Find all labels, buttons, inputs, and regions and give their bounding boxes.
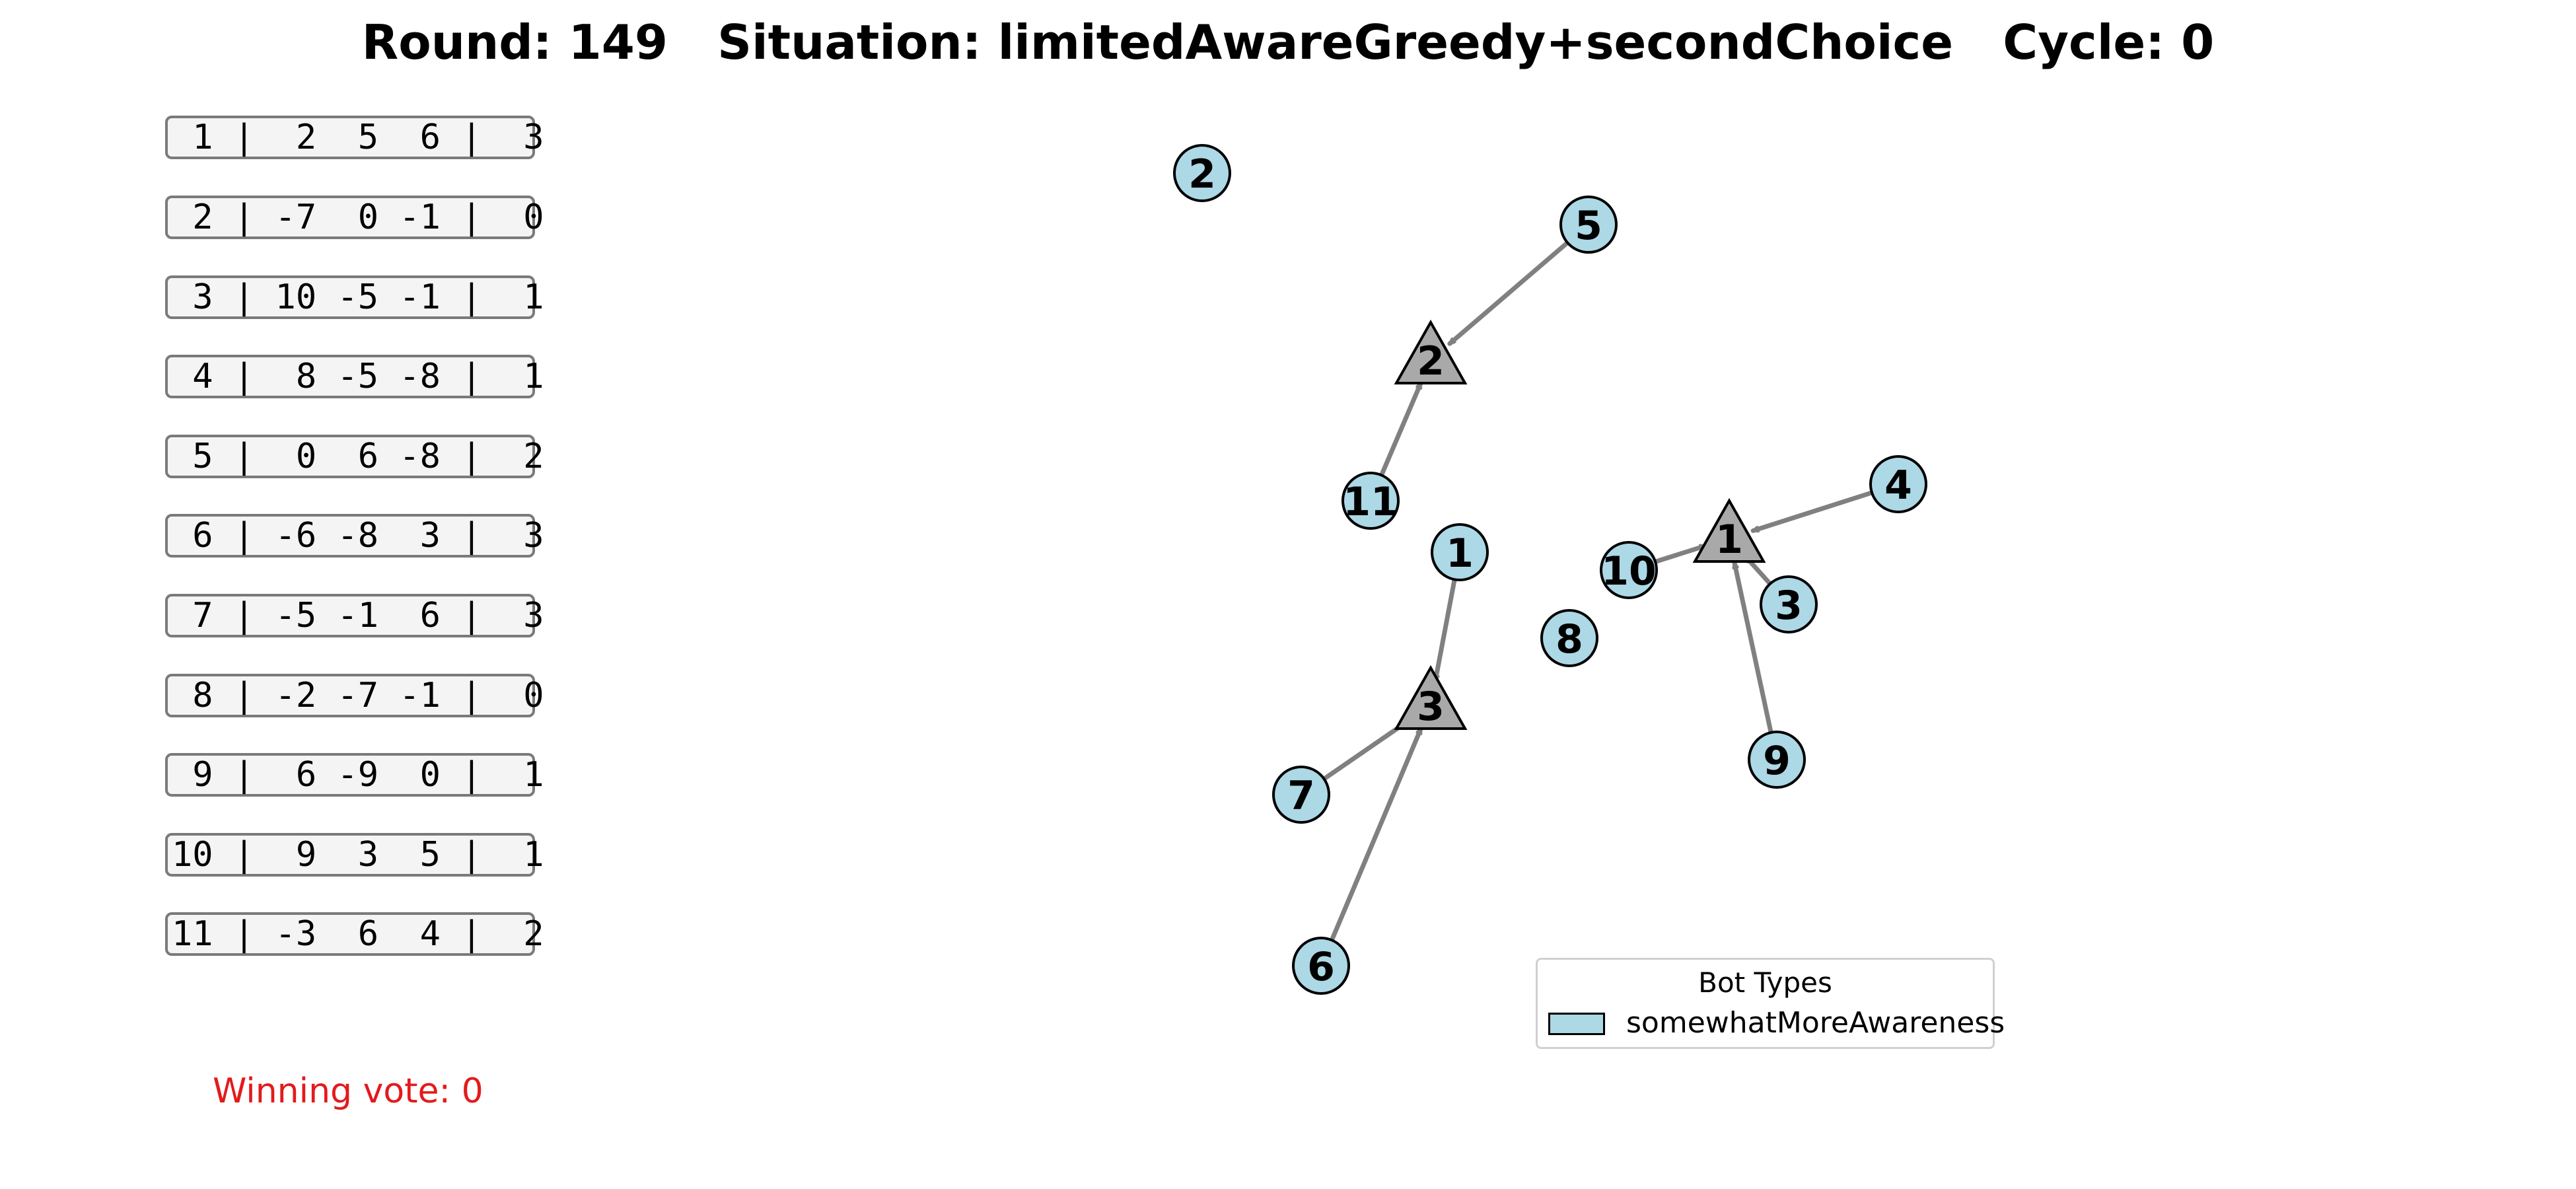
option-triangle	[1692, 497, 1766, 563]
bot-row-text: 1 | 2 5 6 | 3	[172, 118, 544, 157]
option-label: 3	[1417, 684, 1445, 730]
bot-row-2: 2 | -7 0 -1 | 0	[165, 196, 544, 239]
bot-circle	[1559, 196, 1618, 254]
bot-label: 11	[1343, 479, 1398, 525]
bot-node-7: 7	[1272, 766, 1330, 824]
winning-vote: Winning vote: 0	[213, 1071, 483, 1111]
legend-swatch	[1548, 1013, 1605, 1035]
bot-node-1: 1	[1431, 523, 1489, 581]
bot-row-text: 7 | -5 -1 6 | 3	[172, 596, 544, 635]
edge-bot-10-to-option-1	[1653, 543, 1708, 564]
bot-circle	[1272, 766, 1330, 824]
legend-title: Bot Types	[1698, 966, 1832, 999]
bot-row-7: 7 | -5 -1 6 | 3	[165, 594, 544, 637]
option-node-1: 1	[1692, 497, 1766, 563]
bot-circle	[1292, 937, 1350, 995]
bot-row-text: 3 | 10 -5 -1 | 1	[172, 277, 544, 317]
bot-node-8: 8	[1540, 609, 1598, 667]
option-node-3: 3	[1394, 665, 1468, 730]
bot-circle	[1760, 575, 1818, 633]
bot-row-text: 5 | 0 6 -8 | 2	[172, 437, 544, 476]
bot-label: 8	[1556, 616, 1583, 663]
title: Round: 149 Situation: limitedAwareGreedy…	[0, 15, 2576, 70]
bot-label: 3	[1775, 583, 1803, 629]
bot-circle	[1431, 523, 1489, 581]
bot-circle	[1600, 541, 1658, 599]
bot-node-11: 11	[1342, 472, 1400, 530]
bot-circle	[1540, 609, 1598, 667]
bot-row-text: 10 | 9 3 5 | 1	[172, 835, 544, 875]
option-node-2: 2	[1394, 319, 1468, 384]
bot-node-4: 4	[1869, 455, 1927, 513]
bot-row-3: 3 | 10 -5 -1 | 1	[165, 275, 544, 319]
bot-label: 10	[1601, 548, 1657, 594]
bot-node-10: 10	[1600, 541, 1658, 599]
bot-circle	[1173, 144, 1231, 202]
option-label: 2	[1417, 338, 1445, 384]
edge-bot-6-to-option-3	[1329, 726, 1423, 943]
edge-bot-9-to-option-1	[1735, 560, 1773, 735]
bot-node-2: 2	[1173, 144, 1231, 202]
bot-node-6: 6	[1292, 937, 1350, 995]
edge-bot-11-to-option-2	[1379, 380, 1423, 478]
round-label: Round: 149	[361, 15, 668, 70]
bot-row-1: 1 | 2 5 6 | 3	[165, 116, 544, 159]
option-triangle	[1394, 665, 1468, 730]
edge-bot-1-to-option-3	[1435, 577, 1457, 684]
situation-label: Situation: limitedAwareGreedy+secondChoi…	[717, 15, 1954, 70]
bot-row-6: 6 | -6 -8 3 | 3	[165, 514, 544, 558]
bot-label: 9	[1763, 738, 1791, 784]
bot-node-5: 5	[1559, 196, 1618, 254]
edge-bot-4-to-option-1	[1750, 490, 1875, 533]
bot-label: 1	[1446, 530, 1474, 577]
option-label: 1	[1715, 517, 1743, 563]
legend-label: somewhatMoreAwareness	[1626, 1006, 2005, 1040]
bot-node-9: 9	[1748, 731, 1806, 789]
bot-row-5: 5 | 0 6 -8 | 2	[165, 435, 544, 478]
bot-node-3: 3	[1760, 575, 1818, 633]
bot-label: 2	[1188, 151, 1216, 198]
cycle-label: Cycle: 0	[2003, 15, 2215, 70]
option-triangle	[1394, 319, 1468, 384]
bot-label: 7	[1287, 773, 1315, 819]
bot-row-10: 10 | 9 3 5 | 1	[165, 833, 544, 877]
bot-circle	[1748, 731, 1806, 789]
edge-bot-5-to-option-2	[1447, 240, 1570, 346]
bot-label: 4	[1884, 462, 1912, 509]
legend: Bot Types somewhatMoreAwareness	[1536, 958, 2005, 1049]
bot-label: 6	[1307, 944, 1335, 990]
bot-label: 5	[1575, 203, 1602, 249]
bot-circle	[1869, 455, 1927, 513]
bot-circle	[1342, 472, 1400, 530]
